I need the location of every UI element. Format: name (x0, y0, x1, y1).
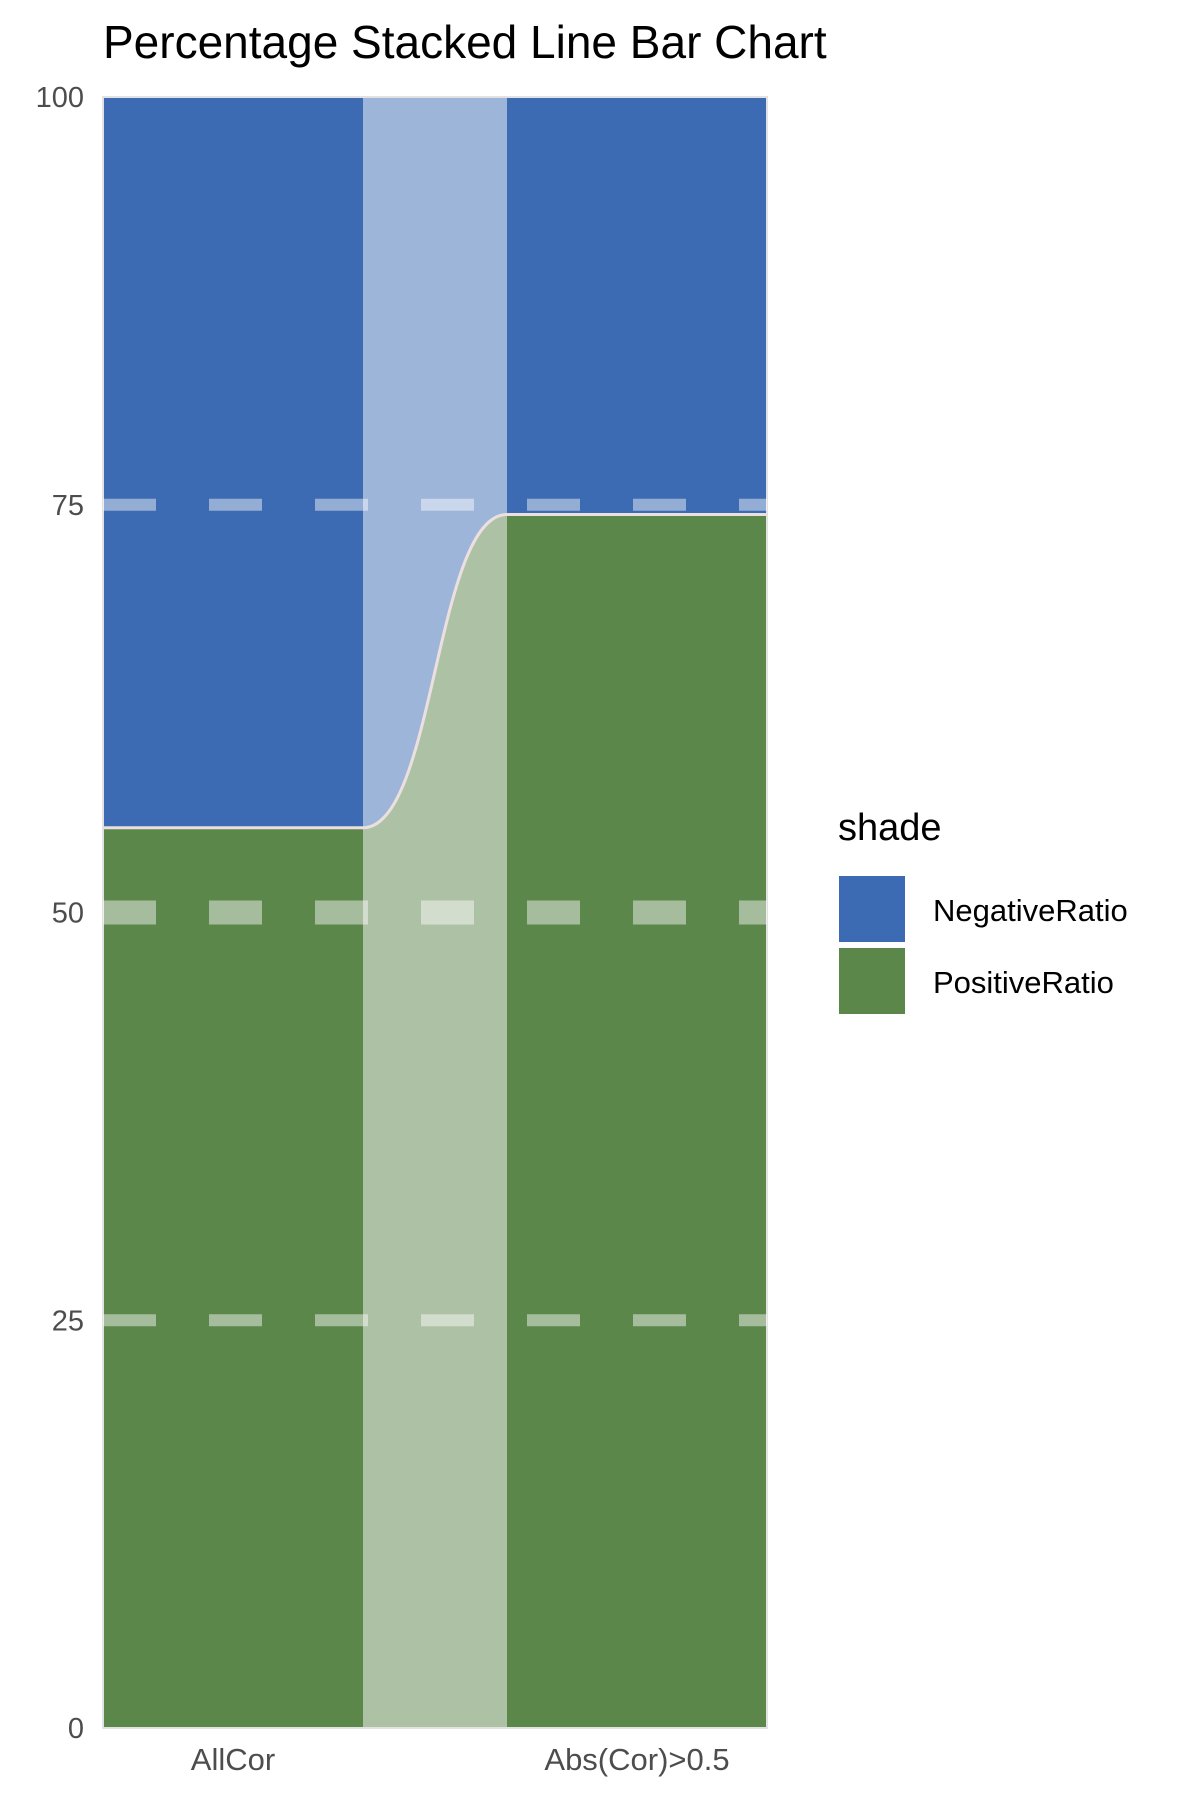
chart-title: Percentage Stacked Line Bar Chart (103, 16, 827, 68)
x-tick-label-1: Abs(Cor)>0.5 (544, 1742, 729, 1777)
boundary-line (103, 513, 767, 830)
legend-key-negativeratio (837, 874, 907, 944)
panel-border (102, 96, 768, 1729)
y-tick-label-25: 25 (52, 1305, 84, 1337)
axes: 0 25 50 75 100 AllCor Abs(Cor)>0.5 (36, 82, 730, 1777)
y-tick-label-75: 75 (52, 490, 84, 522)
legend-label-positiveratio: PositiveRatio (933, 965, 1114, 1000)
gridlines (103, 498, 767, 1327)
bar-negativeratio-1 (507, 97, 767, 515)
connector-area-positiveratio (363, 514, 507, 1728)
connector-area-negativeratio (363, 97, 507, 828)
bar-positiveratio-0 (103, 827, 363, 1728)
y-tick-label-100: 100 (36, 82, 84, 114)
y-tick-label-0: 0 (68, 1713, 84, 1745)
legend: shade NegativeRatio PositiveRatio (837, 807, 1128, 1016)
plot-area (102, 96, 768, 1729)
legend-title: shade (838, 807, 942, 849)
bar-negativeratio-0 (103, 97, 363, 828)
x-tick-label-0: AllCor (191, 1742, 275, 1777)
legend-key-positiveratio (837, 946, 907, 1016)
y-tick-label-50: 50 (52, 898, 84, 930)
legend-label-negativeratio: NegativeRatio (933, 893, 1128, 928)
bar-positiveratio-1 (507, 514, 767, 1728)
